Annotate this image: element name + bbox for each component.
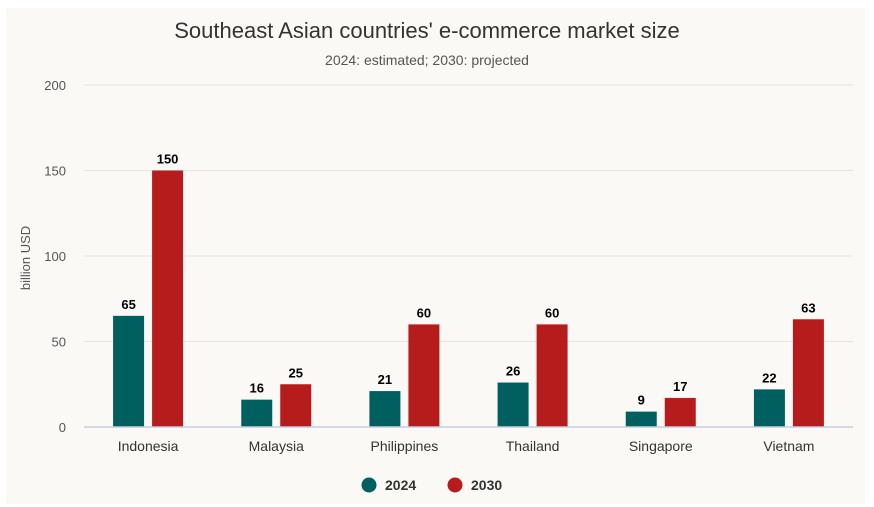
data-label: 60 bbox=[545, 305, 559, 320]
data-labels: 65 150 16 25 21 60 26 60 9 17 22 63 bbox=[121, 152, 815, 408]
gridlines bbox=[84, 84, 853, 342]
data-label: 25 bbox=[289, 365, 303, 380]
data-label: 26 bbox=[506, 364, 520, 379]
bar-2030 bbox=[408, 324, 440, 427]
y-axis-label: billion USD bbox=[18, 226, 33, 290]
data-label: 17 bbox=[673, 379, 687, 394]
bar-2024 bbox=[753, 389, 785, 427]
bar-2030 bbox=[536, 324, 568, 427]
legend-label: 2024 bbox=[385, 477, 416, 493]
legend-marker bbox=[361, 477, 377, 493]
data-label: 60 bbox=[417, 305, 431, 320]
bar-2024 bbox=[113, 315, 145, 427]
legend-marker bbox=[447, 477, 463, 493]
x-tick-label: Singapore bbox=[629, 438, 693, 454]
x-axis-ticks: Indonesia Malaysia Philippines Thailand Sing… bbox=[118, 438, 815, 454]
bar-2024 bbox=[625, 411, 657, 427]
x-tick-label: Indonesia bbox=[118, 438, 179, 454]
legend: 2024 2030 bbox=[361, 477, 502, 493]
data-label: 63 bbox=[801, 300, 815, 315]
x-tick-label: Vietnam bbox=[763, 438, 814, 454]
y-axis-ticks: 0 50 100 150 200 bbox=[44, 78, 66, 435]
bar-2030 bbox=[792, 319, 824, 427]
y-tick-label: 200 bbox=[44, 78, 66, 93]
x-tick-label: Philippines bbox=[371, 438, 439, 454]
y-tick-label: 100 bbox=[44, 249, 66, 264]
y-tick-label: 50 bbox=[52, 335, 66, 350]
legend-label: 2030 bbox=[471, 477, 502, 493]
bars bbox=[113, 170, 824, 427]
data-label: 9 bbox=[638, 393, 645, 408]
chart-subtitle: 2024: estimated; 2030: projected bbox=[325, 52, 529, 68]
data-label: 22 bbox=[762, 370, 776, 385]
chart-card: Southeast Asian countries' e-commerce ma… bbox=[6, 8, 865, 504]
x-tick-label: Thailand bbox=[506, 438, 560, 454]
data-label: 65 bbox=[121, 297, 135, 312]
bar-2024 bbox=[497, 382, 529, 427]
bar-2030 bbox=[152, 170, 184, 427]
data-label: 150 bbox=[157, 152, 179, 167]
bar-chart: Southeast Asian countries' e-commerce ma… bbox=[18, 18, 853, 493]
bar-2024 bbox=[369, 391, 401, 427]
bar-2030 bbox=[280, 384, 312, 427]
bar-2024 bbox=[241, 399, 273, 427]
bar-2030 bbox=[664, 397, 696, 427]
data-label: 16 bbox=[250, 381, 264, 396]
chart-title: Southeast Asian countries' e-commerce ma… bbox=[174, 18, 680, 43]
y-tick-label: 0 bbox=[59, 420, 66, 435]
x-tick-label: Malaysia bbox=[249, 438, 304, 454]
data-label: 21 bbox=[378, 372, 392, 387]
y-tick-label: 150 bbox=[44, 164, 66, 179]
